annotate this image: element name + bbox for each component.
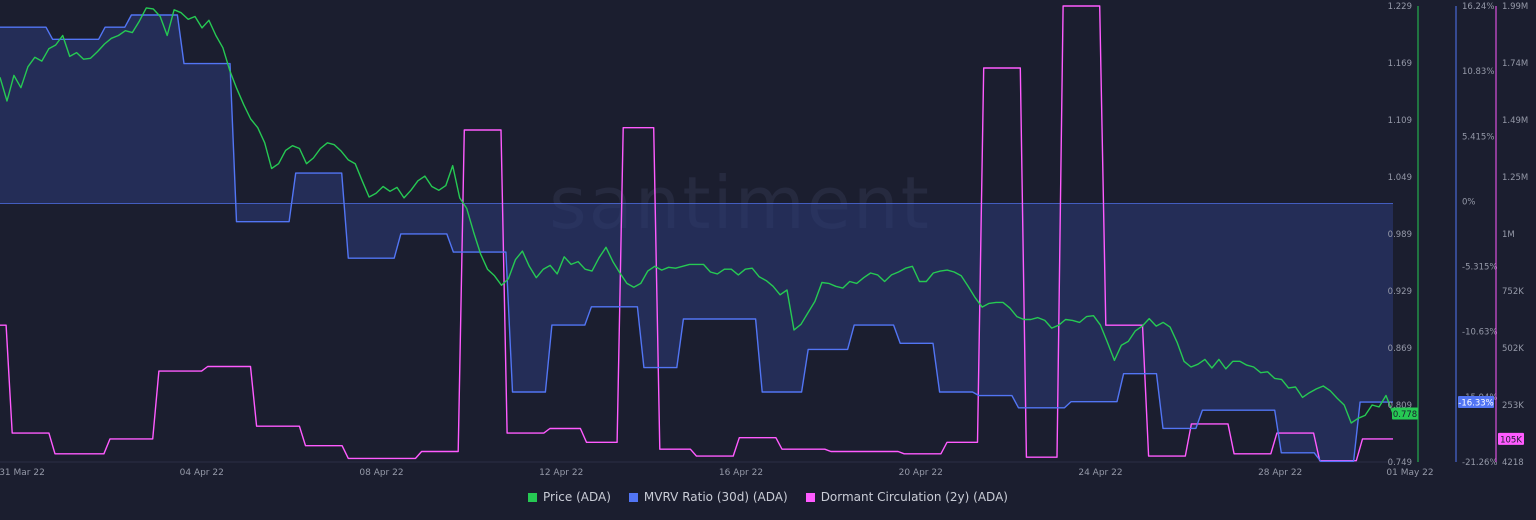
legend-swatch-icon bbox=[805, 492, 815, 502]
y-tick-label-dormant: 253K bbox=[1502, 401, 1524, 411]
y-tick-label-dormant: 1.99M bbox=[1502, 2, 1528, 12]
legend-swatch-icon bbox=[628, 492, 638, 502]
mvrv-area bbox=[0, 15, 1393, 462]
y-tick-label-dormant: 1.25M bbox=[1502, 173, 1528, 183]
x-tick-label: 28 Apr 22 bbox=[1258, 468, 1302, 478]
y-tick-label-price: 1.229 bbox=[1388, 2, 1412, 12]
y-tick-label-price: 0.929 bbox=[1388, 287, 1412, 297]
x-tick-label: 16 Apr 22 bbox=[719, 468, 763, 478]
last-value-badge-mvrv bbox=[1458, 396, 1494, 409]
last-value-labels: 0.778 -16.33% 105K bbox=[1392, 396, 1524, 445]
series-line-mvrv bbox=[0, 14, 1393, 462]
y-tick-label-dormant: 1M bbox=[1502, 230, 1515, 240]
legend-label: Price (ADA) bbox=[543, 490, 611, 504]
y-tick-label-price: 1.109 bbox=[1388, 116, 1412, 126]
last-value-text-dormant: 105K bbox=[1500, 435, 1522, 445]
y-tick-label-dormant: 4218 bbox=[1502, 458, 1524, 468]
last-value-badge-price bbox=[1392, 407, 1418, 420]
x-tick-label: 24 Apr 22 bbox=[1078, 468, 1122, 478]
last-value-badge-dormant bbox=[1498, 432, 1524, 445]
y-tick-label-price: 0.989 bbox=[1388, 230, 1412, 240]
mvrv-fill bbox=[0, 15, 1393, 462]
legend-item-price[interactable]: Price (ADA) bbox=[528, 490, 611, 504]
x-tick-label: 08 Apr 22 bbox=[359, 468, 403, 478]
y-tick-label-price: 0.809 bbox=[1388, 401, 1412, 411]
y-tick-label-price: 0.749 bbox=[1388, 458, 1412, 468]
y-tick-label-mvrv: 16.24% bbox=[1462, 2, 1494, 12]
y-tick-label-price: 1.169 bbox=[1388, 59, 1412, 69]
y-axes: 1.229 1.169 1.109 1.049 0.989 0.929 0.869 0.809… bbox=[1388, 2, 1529, 468]
y-tick-label-dormant: 752K bbox=[1502, 287, 1524, 297]
legend-label: MVRV Ratio (30d) (ADA) bbox=[643, 490, 788, 504]
y-tick-label-mvrv: 0% bbox=[1462, 197, 1476, 207]
x-tick-label: 04 Apr 22 bbox=[180, 468, 224, 478]
x-axis: 31 Mar 22 04 Apr 22 08 Apr 22 12 Apr 22 16 A… bbox=[0, 468, 1434, 478]
legend-item-dormant[interactable]: Dormant Circulation (2y) (ADA) bbox=[805, 490, 1008, 504]
legend-label: Dormant Circulation (2y) (ADA) bbox=[820, 490, 1008, 504]
y-tick-label-mvrv: 5.415% bbox=[1462, 132, 1494, 142]
y-tick-label-dormant: 502K bbox=[1502, 344, 1524, 354]
y-tick-label-price: 0.869 bbox=[1388, 344, 1412, 354]
y-tick-label-mvrv: -10.63% bbox=[1462, 328, 1497, 338]
x-tick-label: 20 Apr 22 bbox=[899, 468, 943, 478]
legend-item-mvrv[interactable]: MVRV Ratio (30d) (ADA) bbox=[628, 490, 788, 504]
last-value-text-mvrv: -16.33% bbox=[1458, 399, 1493, 409]
y-tick-label-dormant: 1.49M bbox=[1502, 116, 1528, 126]
x-tick-label: 12 Apr 22 bbox=[539, 468, 583, 478]
series-lines bbox=[0, 5, 1394, 462]
x-tick-label: 31 Mar 22 bbox=[0, 468, 45, 478]
legend-swatch-icon bbox=[528, 492, 538, 502]
y-tick-label-price: 1.049 bbox=[1388, 173, 1412, 183]
series-line-dormant bbox=[0, 5, 1393, 462]
last-value-text-price: 0.778 bbox=[1393, 410, 1417, 420]
y-tick-label-mvrv: -5.315% bbox=[1462, 263, 1497, 273]
y-tick-label-mvrv: 10.83% bbox=[1462, 67, 1494, 77]
series-line-price bbox=[0, 7, 1394, 424]
x-tick-label: 01 May 22 bbox=[1386, 468, 1433, 478]
y-tick-label-dormant: 1.74M bbox=[1502, 59, 1528, 69]
y-tick-label-mvrv: -21.26% bbox=[1462, 458, 1497, 468]
legend: Price (ADA) MVRV Ratio (30d) (ADA) Dormant… bbox=[0, 490, 1536, 504]
